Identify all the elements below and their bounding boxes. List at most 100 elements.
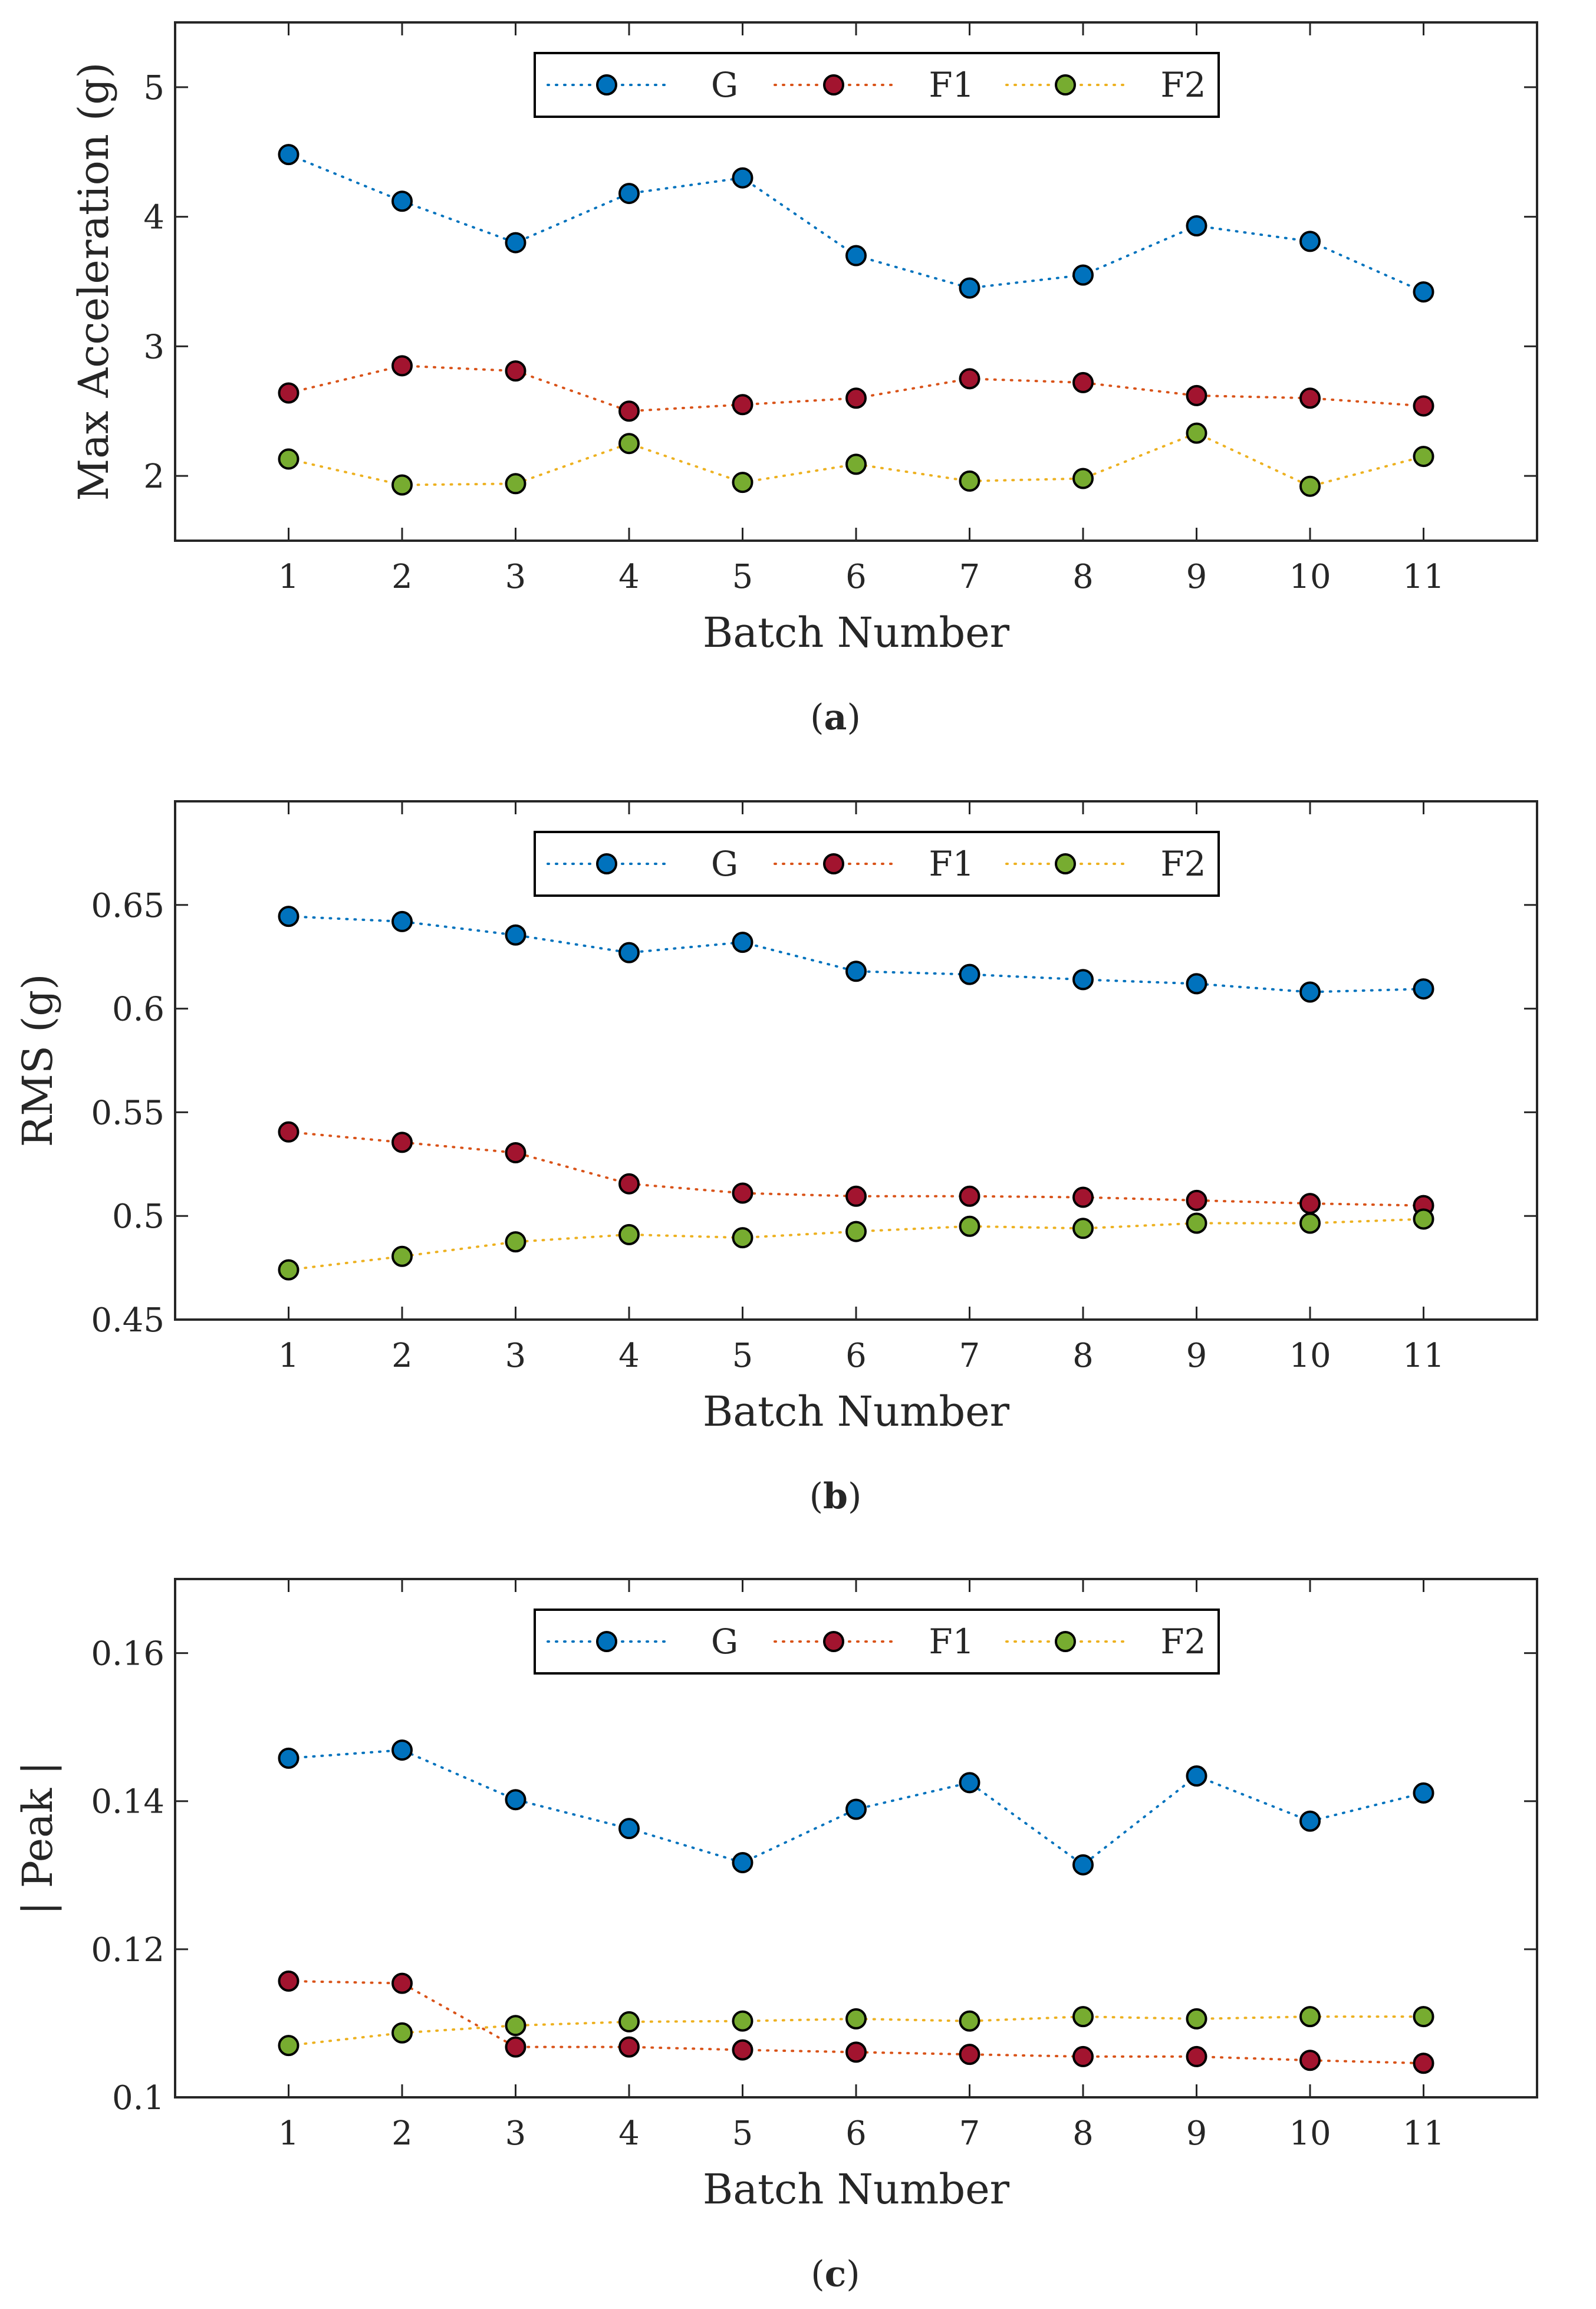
x-tick-label: 1 — [278, 1337, 300, 1375]
caption-open-paren: ( — [810, 697, 824, 738]
data-point-g — [1072, 969, 1094, 991]
legend-label-f2: F2 — [1160, 844, 1206, 884]
data-point-f2 — [959, 1215, 980, 1237]
data-point-f1 — [278, 382, 300, 404]
x-tick-label: 11 — [1403, 2114, 1444, 2153]
series-line-g — [287, 153, 1425, 294]
caption-close-paren: ) — [848, 1476, 861, 1517]
data-point-f2 — [845, 1221, 867, 1242]
data-point-f1 — [845, 1185, 867, 1207]
data-point-g — [618, 1818, 640, 1840]
data-point-f2 — [278, 2035, 300, 2057]
legend-marker-g — [596, 853, 617, 874]
data-point-f2 — [1072, 468, 1094, 489]
y-axis-label: RMS (g) — [14, 973, 62, 1147]
x-tick-label: 10 — [1289, 1337, 1331, 1375]
data-point-g — [1299, 981, 1321, 1003]
data-point-f1 — [959, 1185, 980, 1207]
legend-label-f2: F2 — [1160, 65, 1206, 105]
panel-a: 1 2 3 4 5 6 7 8 9 10 11 2 3 4 5 Batch Number Max Acceler… — [70, 21, 1538, 738]
panel-b: 1 2 3 4 5 6 7 8 9 10 11 0.45 0.5 0.55 0.6 0.65 Batch Num… — [14, 800, 1538, 1517]
data-point-f1 — [505, 360, 526, 382]
data-point-g — [278, 906, 300, 927]
data-point-f2 — [391, 474, 413, 496]
data-point-f1 — [1186, 384, 1207, 406]
data-point-f1 — [845, 2041, 867, 2063]
y-tick-label: 2 — [143, 458, 164, 496]
data-point-f2 — [1299, 1212, 1321, 1234]
data-point-f2 — [1413, 446, 1434, 468]
data-point-f2 — [391, 2022, 413, 2044]
data-point-g — [959, 1772, 980, 1794]
data-point-g — [391, 1739, 413, 1761]
data-point-f2 — [391, 1245, 413, 1267]
legend-marker-f1 — [823, 1631, 844, 1652]
legend-marker-g — [596, 1631, 617, 1652]
x-tick-label: 4 — [618, 2114, 640, 2153]
legend-label-g: G — [711, 844, 738, 884]
data-point-g — [1072, 264, 1094, 286]
data-point-f2 — [505, 2015, 526, 2037]
data-point-f1 — [391, 355, 413, 377]
data-point-f2 — [278, 1259, 300, 1281]
x-axis-label: Batch Number — [703, 609, 1010, 657]
legend-label-f1: F1 — [929, 1621, 974, 1662]
y-tick-label: 0.14 — [91, 1783, 164, 1821]
data-point-f2 — [732, 472, 753, 494]
x-tick-label: 10 — [1289, 558, 1331, 596]
data-point-f1 — [1299, 2050, 1321, 2071]
data-point-f2 — [505, 1231, 526, 1253]
data-point-f1 — [732, 2039, 753, 2061]
legend: G F1 F2 — [534, 1609, 1220, 1675]
x-tick-label: 3 — [505, 1337, 526, 1375]
data-point-g — [505, 924, 526, 946]
data-point-f2 — [1413, 2006, 1434, 2028]
data-point-g — [1299, 1810, 1321, 1832]
panel-caption: (a) — [810, 697, 861, 738]
data-point-g — [732, 1851, 753, 1873]
data-point-f2 — [618, 433, 640, 455]
data-point-g — [732, 167, 753, 189]
caption-close-paren: ) — [847, 697, 860, 738]
x-tick-label: 4 — [618, 558, 640, 596]
y-tick-label: 0.55 — [91, 1094, 164, 1132]
data-point-g — [391, 190, 413, 212]
data-point-g — [1299, 231, 1321, 252]
x-tick-label: 5 — [732, 558, 753, 596]
data-point-f1 — [732, 394, 753, 416]
x-tick-label: 7 — [959, 1337, 980, 1375]
data-point-g — [1186, 973, 1207, 995]
x-axis-label: Batch Number — [703, 2165, 1010, 2213]
series-line-g — [287, 915, 1425, 994]
data-point-g — [618, 183, 640, 205]
data-point-f1 — [1413, 2053, 1434, 2074]
x-tick-label: 7 — [959, 2114, 980, 2153]
x-tick-label: 4 — [618, 1337, 640, 1375]
data-point-g — [1413, 1782, 1434, 1804]
data-point-f2 — [1299, 475, 1321, 497]
panel-c: 1 2 3 4 5 6 7 8 9 10 11 0.1 0.12 0.14 0.16 Batch Number… — [14, 1578, 1538, 2295]
data-point-f2 — [1072, 1218, 1094, 1239]
y-tick-label: 3 — [143, 328, 164, 366]
data-point-f2 — [278, 448, 300, 470]
data-point-g — [959, 277, 980, 299]
caption-open-paren: ( — [811, 2254, 824, 2295]
x-tick-label: 3 — [505, 2114, 526, 2153]
data-point-f2 — [845, 453, 867, 475]
caption-open-paren: ( — [809, 1476, 823, 1517]
data-point-f2 — [732, 1227, 753, 1249]
x-tick-label: 8 — [1072, 2114, 1094, 2153]
data-point-f1 — [959, 368, 980, 390]
x-tick-label: 3 — [505, 558, 526, 596]
legend-label-g: G — [711, 1621, 738, 1662]
data-point-f2 — [1413, 1208, 1434, 1230]
caption-letter: b — [823, 1476, 848, 1517]
data-point-f2 — [959, 2010, 980, 2032]
data-point-g — [845, 1798, 867, 1820]
x-tick-label: 2 — [391, 558, 413, 596]
y-tick-label: 0.16 — [91, 1635, 164, 1673]
data-point-g — [1413, 978, 1434, 1000]
data-point-f1 — [505, 1142, 526, 1163]
legend: G F1 F2 — [534, 52, 1220, 118]
